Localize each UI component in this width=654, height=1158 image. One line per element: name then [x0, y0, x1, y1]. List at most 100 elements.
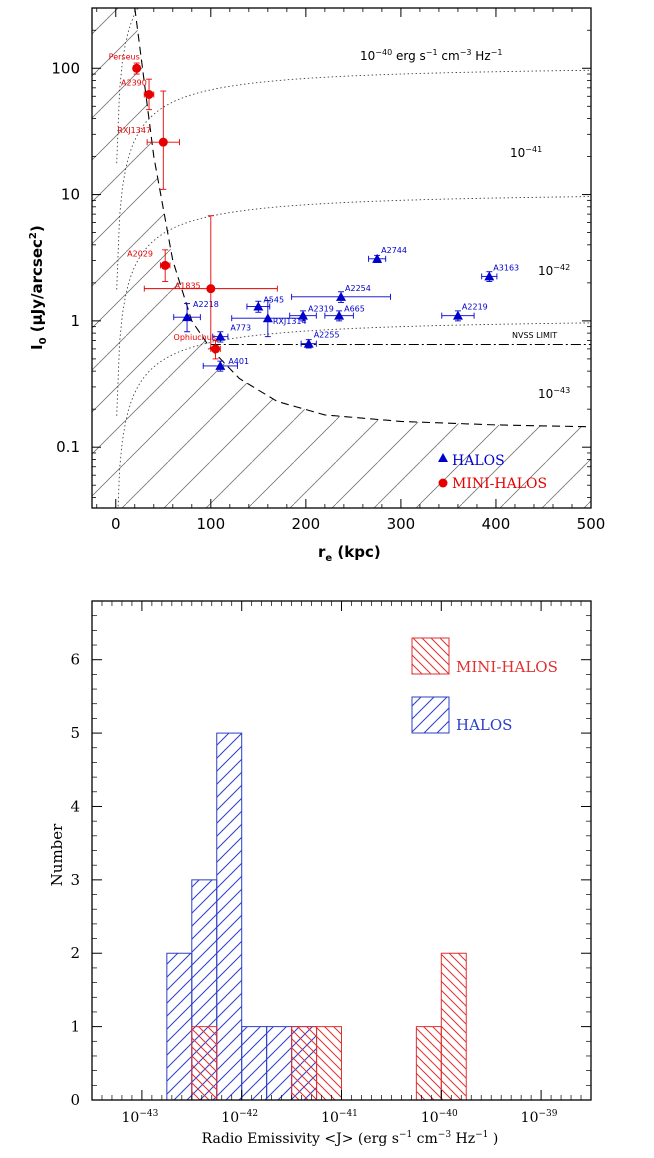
circle-marker: [211, 344, 221, 354]
triangle-marker: [372, 253, 383, 263]
triangle-marker: [182, 312, 193, 322]
hist-xtick-label: 10−41: [321, 1109, 358, 1126]
legend-minihalos-marker: [438, 478, 448, 488]
minihalo-point-a2390: A2390: [121, 78, 155, 111]
hist-ytick-label: 3: [70, 871, 80, 889]
ytick-label: 100: [51, 59, 80, 77]
triangle-marker: [215, 331, 226, 341]
circle-marker: [160, 260, 170, 270]
legend-halos-label: HALOS: [452, 453, 505, 469]
histogram-bar: [266, 1026, 293, 1100]
hist-ytick-label: 2: [70, 944, 80, 962]
point-label: A1835: [175, 282, 201, 291]
histogram-bar: [440, 952, 467, 1100]
point-label: A2390: [121, 78, 147, 87]
xtick-label: 0: [111, 515, 121, 533]
hist-ytick-label: 4: [70, 797, 80, 815]
triangle-marker: [298, 310, 309, 320]
minihalo-point-a1835: A1835: [143, 215, 278, 350]
legend-minihalos-label: MINI-HALOS: [452, 476, 547, 492]
point-label: A545: [263, 295, 284, 304]
emissivity-curve-label: 10−42: [538, 263, 570, 278]
histogram-bar: [291, 1026, 318, 1100]
legend-minihalos-text: MINI-HALOS: [456, 658, 558, 676]
hist-ytick-label: 5: [70, 724, 80, 742]
halo-point-a665: A665: [324, 305, 365, 322]
triangle-marker: [484, 271, 495, 281]
ytick-label: 0.1: [56, 438, 80, 456]
point-label: RXJ1347: [117, 126, 151, 135]
halo-point-a2255: A2255: [300, 331, 340, 349]
triangle-marker: [253, 301, 264, 311]
histogram-bar: [241, 1026, 268, 1100]
histogram-bar: [191, 1026, 218, 1100]
hist-xtick-label: 10−39: [521, 1109, 558, 1126]
histogram-panel: 10−43 10−42 10−41 10−40 10−39 0 1 2 3 4 5 6 MINI-HA…: [48, 600, 592, 1147]
circle-marker: [132, 63, 142, 73]
scatter-xlabel: re (kpc): [318, 543, 381, 564]
halo-point-a2254: A2254: [291, 284, 391, 303]
emissivity-curve-label: 10−41: [510, 145, 542, 160]
xtick-label: 200: [292, 515, 321, 533]
histogram-ylabel: Number: [48, 823, 66, 886]
emissivity-curve-label: 10−40 erg s−1 cm−3 Hz−1: [360, 48, 502, 63]
legend-halos-text: HALOS: [456, 716, 512, 734]
point-label: A2218: [193, 300, 219, 309]
point-label: A665: [344, 305, 365, 314]
triangle-marker: [303, 338, 314, 348]
halo-point-a545: A545: [246, 295, 284, 313]
circle-marker: [144, 89, 154, 99]
hist-xtick-label: 10−43: [121, 1109, 158, 1126]
point-label: A3163: [493, 263, 519, 272]
triangle-marker: [334, 310, 345, 320]
exclusion-curve: [134, 8, 591, 428]
scatter-frame: [91, 7, 592, 509]
hist-ytick-label: 0: [70, 1091, 80, 1109]
point-label: Ophiuchus: [174, 333, 216, 342]
histogram-xlabel: Radio Emissivity <J> (erg s−1 cm−3 Hz−1 …: [202, 1130, 499, 1147]
legend-halos-swatch: [411, 696, 450, 734]
histogram-bar: [415, 1026, 442, 1100]
xtick-label: 300: [387, 515, 416, 533]
circle-marker: [158, 137, 168, 147]
halo-point-a2218: A2218: [173, 300, 219, 333]
xtick-label: 500: [577, 515, 606, 533]
hist-ytick-label: 6: [70, 651, 80, 669]
point-label: RXJ1314: [273, 317, 307, 326]
minihalo-point-a2029: A2029: [127, 249, 171, 282]
point-label: A401: [228, 357, 249, 366]
xtick-label: 400: [482, 515, 511, 533]
minihalo-point-ophiuchus: Ophiuchus: [174, 333, 221, 360]
histogram-legend: MINI-HALOS HALOS: [411, 637, 558, 734]
histogram-bar: [166, 952, 193, 1100]
emissivity-curve: [116, 69, 590, 290]
emissivity-curve-label: 10−43: [538, 386, 570, 401]
hist-ytick-label: 1: [70, 1018, 80, 1036]
halo-point-a773: A773: [212, 324, 251, 343]
triangle-marker: [336, 291, 347, 301]
emissivity-curve: [116, 8, 139, 164]
histogram-bar: [316, 1026, 342, 1100]
legend-minihalos-swatch: [411, 637, 450, 675]
halo-point-a3163: A3163: [481, 263, 519, 282]
triangle-marker: [262, 313, 273, 323]
nvss-limit-label: NVSS LIMIT: [512, 331, 557, 340]
point-label: A2029: [127, 249, 153, 258]
ytick-label: 10: [61, 186, 80, 204]
exclusion-region: [92, 8, 591, 508]
scatter-legend: HALOS MINI-HALOS: [438, 453, 547, 492]
legend-halos-marker: [438, 453, 448, 462]
halo-point-a2319: A2319: [289, 305, 334, 322]
minihalo-point-perseus: Perseus: [109, 52, 142, 75]
halo-point-a401: A401: [202, 357, 249, 372]
point-label: A2219: [462, 303, 488, 312]
point-label: A2744: [381, 246, 407, 255]
triangle-marker: [215, 360, 226, 370]
histogram-bar: [216, 732, 243, 1100]
point-label: Perseus: [109, 52, 140, 61]
point-label: A2255: [314, 331, 340, 340]
xtick-label: 100: [196, 515, 225, 533]
scatter-ylabel: I0 (μJy/arcsec2): [28, 225, 49, 350]
halo-point-a2219: A2219: [441, 303, 488, 322]
